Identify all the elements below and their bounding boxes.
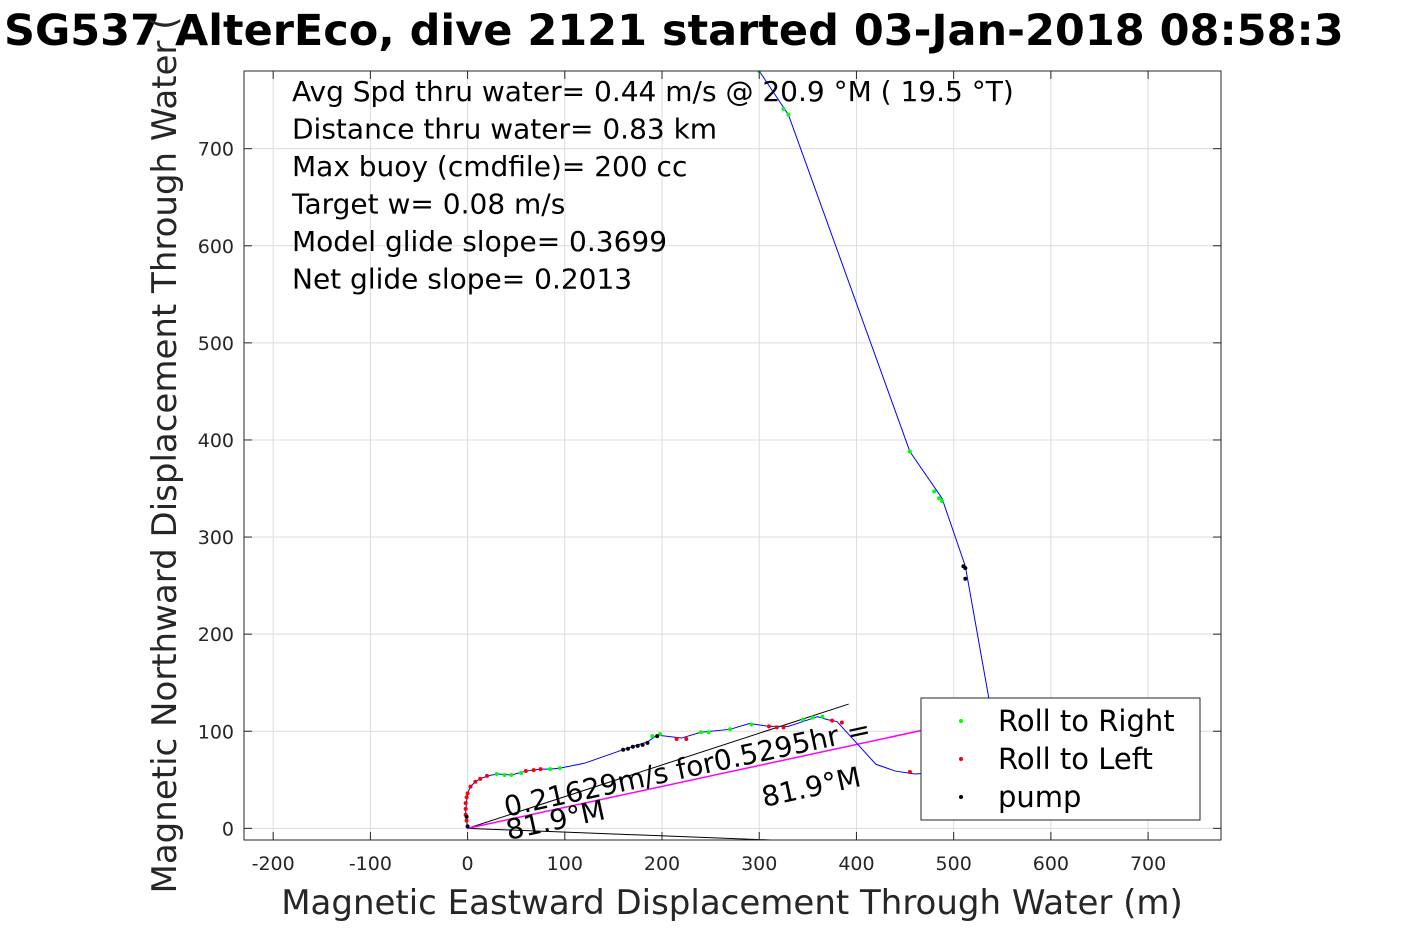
- y-tick-label: 200: [198, 624, 234, 646]
- depth-average-line: [467, 722, 954, 830]
- chart-title: SG537 AlterEco, dive 2121 started 03-Jan…: [4, 6, 1344, 56]
- point-roll-to-right: [509, 772, 514, 777]
- legend-marker: [959, 719, 963, 723]
- x-tick-label: 0: [462, 853, 474, 875]
- point-roll-to-left: [674, 737, 679, 742]
- current-vector-line: [467, 827, 784, 840]
- point-pump: [963, 576, 968, 581]
- stat-line: Max buoy (cmdfile)= 200 cc: [292, 150, 687, 183]
- point-roll-to-left: [464, 795, 469, 800]
- point-pump: [645, 740, 650, 745]
- legend-box: [920, 697, 1201, 821]
- legend-entry-label: pump: [998, 780, 1081, 814]
- point-roll-to-left: [531, 768, 536, 773]
- point-pump: [621, 747, 626, 752]
- x-tick-label: -200: [252, 853, 295, 875]
- point-pump: [464, 814, 469, 819]
- point-roll-to-right: [706, 730, 711, 735]
- y-tick-label: 700: [198, 139, 234, 161]
- stat-line: Distance thru water= 0.83 km: [292, 113, 717, 146]
- x-tick-label: 600: [1033, 853, 1069, 875]
- point-roll-to-left: [463, 801, 468, 806]
- x-tick-label: 100: [547, 853, 583, 875]
- point-roll-to-right: [820, 714, 825, 719]
- stat-line: Model glide slope= 0.3699: [292, 225, 667, 258]
- point-roll-to-right: [494, 771, 499, 776]
- point-roll-to-right: [907, 449, 912, 454]
- point-pump: [465, 824, 470, 829]
- y-tick-label: 500: [198, 333, 234, 355]
- y-tick-label: 0: [222, 818, 234, 840]
- stat-line: Target w= 0.08 m/s: [291, 188, 565, 221]
- point-roll-to-right: [749, 722, 754, 727]
- point-roll-to-left: [766, 724, 771, 729]
- point-pump: [655, 734, 660, 739]
- point-roll-to-right: [698, 730, 703, 735]
- point-roll-to-right: [650, 734, 655, 739]
- legend-marker: [959, 795, 963, 799]
- point-roll-to-left: [839, 720, 844, 725]
- point-roll-to-right: [548, 767, 553, 772]
- point-roll-to-right: [937, 496, 942, 501]
- point-roll-to-left: [478, 776, 483, 781]
- current-vector-line: [467, 703, 849, 829]
- y-tick-label: 100: [198, 721, 234, 743]
- y-axis-label: Magnetic Northward Displacement Through …: [145, 17, 185, 894]
- point-roll-to-right: [932, 489, 937, 494]
- point-roll-to-right: [557, 766, 562, 771]
- point-roll-to-left: [538, 767, 543, 772]
- x-axis-label: Magnetic Eastward Displacement Through W…: [281, 883, 1183, 923]
- stats-text-block: Avg Spd thru water= 0.44 m/s @ 20.9 °M (…: [291, 75, 1014, 296]
- x-tick-label: -100: [349, 853, 392, 875]
- point-pump: [625, 746, 630, 751]
- point-roll-to-left: [907, 770, 912, 775]
- y-tick-label: 300: [198, 527, 234, 549]
- point-roll-to-right: [502, 772, 507, 777]
- point-pump: [630, 744, 635, 749]
- point-roll-to-left: [523, 769, 528, 774]
- point-roll-to-left: [465, 791, 470, 796]
- point-roll-to-left: [468, 784, 473, 789]
- x-tick-label: 400: [838, 853, 874, 875]
- point-roll-to-left: [830, 718, 835, 723]
- axes-box: [243, 70, 1222, 841]
- x-tick-label: 200: [644, 853, 680, 875]
- point-pump: [963, 566, 968, 571]
- point-roll-to-left: [485, 773, 490, 778]
- legend-entry-label: Roll to Left: [998, 742, 1153, 776]
- x-tick-label: 500: [936, 853, 972, 875]
- data-points: [463, 71, 968, 829]
- point-roll-to-left: [781, 725, 786, 730]
- legend: Roll to Right Roll to Left pump: [920, 697, 1201, 821]
- legend-marker: [959, 757, 963, 761]
- x-tick-label: 300: [741, 853, 777, 875]
- point-roll-to-right: [728, 727, 733, 732]
- point-roll-to-right: [786, 112, 791, 117]
- axis-ticks: -200 -100 0 100 200 300 400 500 600 700 0 100 200 300…: [198, 71, 1221, 875]
- point-roll-to-right: [519, 771, 524, 776]
- point-roll-to-right: [939, 499, 944, 504]
- point-roll-to-left: [464, 818, 469, 823]
- y-tick-label: 400: [198, 430, 234, 452]
- point-roll-to-left: [463, 806, 468, 811]
- point-roll-to-right: [658, 732, 663, 737]
- y-tick-label: 600: [198, 236, 234, 258]
- point-pump: [635, 743, 640, 748]
- point-roll-to-right: [800, 717, 805, 722]
- point-pump: [640, 742, 645, 747]
- stat-line: Net glide slope= 0.2013: [292, 263, 632, 296]
- x-tick-label: 700: [1130, 853, 1166, 875]
- point-roll-to-left: [473, 779, 478, 784]
- point-roll-to-right: [781, 106, 786, 111]
- legend-entry-label: Roll to Right: [998, 704, 1175, 738]
- stat-line: Avg Spd thru water= 0.44 m/s @ 20.9 °M (…: [292, 75, 1014, 108]
- point-roll-to-left: [684, 737, 689, 742]
- point-roll-to-right: [810, 715, 815, 720]
- point-roll-to-left: [774, 725, 779, 730]
